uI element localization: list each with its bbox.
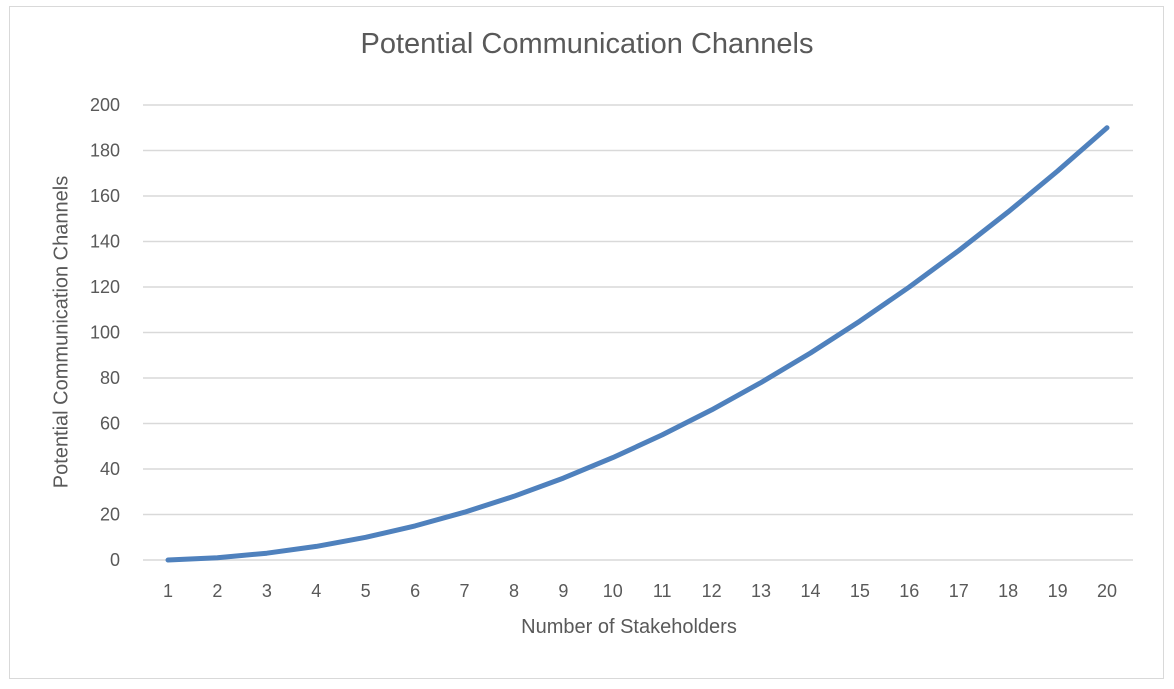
y-axis-ticks: 0 20 40 60 80 100 120 140 160 180 200 (90, 95, 120, 570)
x-tick-label: 19 (1048, 581, 1068, 601)
x-tick-label: 13 (751, 581, 771, 601)
x-tick-label: 2 (212, 581, 222, 601)
y-tick-label: 140 (90, 232, 120, 252)
x-tick-label: 15 (850, 581, 870, 601)
chart-frame (9, 6, 1164, 679)
x-tick-label: 14 (800, 581, 820, 601)
x-tick-label: 12 (702, 581, 722, 601)
x-tick-label: 3 (262, 581, 272, 601)
y-tick-label: 60 (100, 414, 120, 434)
chart-title: Potential Communication Channels (360, 28, 814, 60)
x-tick-label: 10 (603, 581, 623, 601)
x-tick-label: 18 (998, 581, 1018, 601)
y-tick-label: 80 (100, 368, 120, 388)
x-tick-label: 16 (899, 581, 919, 601)
x-tick-label: 17 (949, 581, 969, 601)
y-tick-label: 20 (100, 505, 120, 525)
y-tick-label: 120 (90, 277, 120, 297)
y-tick-label: 200 (90, 95, 120, 115)
y-tick-label: 100 (90, 323, 120, 343)
x-axis-ticks: 1 2 3 4 5 6 7 8 9 10 11 12 13 14 15 16 17 18 19 20 (163, 581, 1117, 601)
gridlines (143, 104, 1133, 561)
y-tick-label: 0 (110, 550, 120, 570)
x-tick-label: 9 (558, 581, 568, 601)
x-tick-label: 20 (1097, 581, 1117, 601)
x-tick-label: 6 (410, 581, 420, 601)
x-tick-label: 4 (311, 581, 321, 601)
x-tick-label: 11 (653, 581, 672, 601)
x-tick-label: 5 (361, 581, 371, 601)
x-tick-label: 7 (460, 581, 470, 601)
x-tick-label: 1 (163, 581, 173, 601)
data-line (165, 125, 1110, 563)
x-tick-label: 8 (509, 581, 519, 601)
y-tick-label: 40 (100, 459, 120, 479)
y-tick-label: 180 (90, 141, 120, 161)
x-axis-label: Number of Stakeholders (521, 616, 737, 638)
y-tick-label: 160 (90, 186, 120, 206)
